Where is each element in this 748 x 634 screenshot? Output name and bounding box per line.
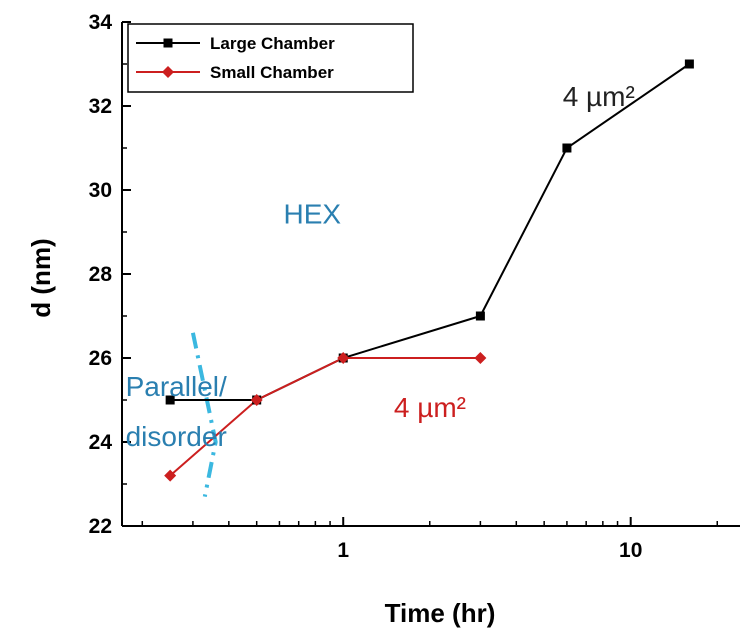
legend-label-small-chamber: Small Chamber [210, 63, 334, 82]
y-tick-label: 24 [89, 431, 113, 454]
series-line-large-chamber [170, 64, 689, 400]
y-tick-label: 30 [89, 179, 112, 202]
data-point-large-chamber [476, 312, 485, 321]
annotations: 4 µm² HEX 4 µm² Parallel/disorder [126, 81, 635, 452]
plot-axes: 22 24 26 28 30 32 34 1 10 [89, 11, 740, 562]
legend: Large Chamber Small Chamber [128, 24, 413, 92]
legend-marker-large-chamber [164, 39, 173, 48]
data-point-large-chamber [685, 60, 694, 69]
data-point-large-chamber [562, 144, 571, 153]
x-tick-label: 1 [337, 539, 349, 562]
y-tick-label: 28 [89, 263, 113, 286]
y-tick-label: 26 [89, 347, 112, 370]
annotation: disorder [126, 421, 227, 452]
annotation: Parallel/ [126, 371, 227, 402]
annotation: 4 µm² [563, 81, 635, 112]
boundary-line [193, 333, 216, 497]
annotation: 4 µm² [394, 392, 466, 423]
legend-label-large-chamber: Large Chamber [210, 34, 335, 53]
phase-boundary [193, 333, 216, 497]
data-point-small-chamber [474, 352, 486, 364]
annotation: HEX [284, 199, 342, 230]
y-tick-label: 22 [89, 515, 112, 538]
y-tick-label: 34 [89, 11, 113, 34]
y-axis-title: d (nm) [26, 238, 56, 317]
x-axis-title: Time (hr) [385, 598, 496, 628]
y-tick-label: 32 [89, 95, 112, 118]
x-tick-label: 10 [619, 539, 642, 562]
